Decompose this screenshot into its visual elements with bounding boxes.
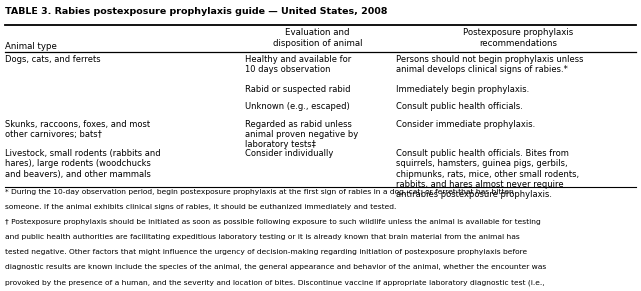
Text: Consult public health officials. Bites from
squirrels, hamsters, guinea pigs, ge: Consult public health officials. Bites f… xyxy=(396,149,579,199)
Text: Animal type: Animal type xyxy=(5,42,57,51)
Text: † Postexposure prophylaxis should be initiated as soon as possible following exp: † Postexposure prophylaxis should be ini… xyxy=(5,219,541,225)
Text: Consult public health officials.: Consult public health officials. xyxy=(396,102,523,111)
Text: Evaluation and
disposition of animal: Evaluation and disposition of animal xyxy=(272,28,362,48)
Text: someone. If the animal exhibits clinical signs of rabies, it should be euthanize: someone. If the animal exhibits clinical… xyxy=(5,204,397,210)
Text: Skunks, raccoons, foxes, and most
other carnivores; bats†: Skunks, raccoons, foxes, and most other … xyxy=(5,120,150,139)
Text: Consider individually: Consider individually xyxy=(245,149,333,158)
Text: Rabid or suspected rabid: Rabid or suspected rabid xyxy=(245,85,351,94)
Text: Immediately begin prophylaxis.: Immediately begin prophylaxis. xyxy=(396,85,529,94)
Text: TABLE 3. Rabies postexposure prophylaxis guide — United States, 2008: TABLE 3. Rabies postexposure prophylaxis… xyxy=(5,7,388,16)
Text: Dogs, cats, and ferrets: Dogs, cats, and ferrets xyxy=(5,55,101,64)
Text: Unknown (e.g., escaped): Unknown (e.g., escaped) xyxy=(245,102,349,111)
Text: Healthy and available for
10 days observation: Healthy and available for 10 days observ… xyxy=(245,55,351,74)
Text: and public health authorities are facilitating expeditious laboratory testing or: and public health authorities are facili… xyxy=(5,234,520,240)
Text: Regarded as rabid unless
animal proven negative by
laboratory tests‡: Regarded as rabid unless animal proven n… xyxy=(245,120,358,149)
Text: Postexposure prophylaxis
recommendations: Postexposure prophylaxis recommendations xyxy=(463,28,573,48)
Text: * During the 10-day observation period, begin postexposure prophylaxis at the fi: * During the 10-day observation period, … xyxy=(5,189,514,195)
Text: Livestock, small rodents (rabbits and
hares), large rodents (woodchucks
and beav: Livestock, small rodents (rabbits and ha… xyxy=(5,149,161,178)
Text: provoked by the presence of a human, and the severity and location of bites. Dis: provoked by the presence of a human, and… xyxy=(5,279,545,286)
Text: diagnostic results are known include the species of the animal, the general appe: diagnostic results are known include the… xyxy=(5,264,546,270)
Text: tested negative. Other factors that might influence the urgency of decision-maki: tested negative. Other factors that migh… xyxy=(5,249,528,255)
Text: Consider immediate prophylaxis.: Consider immediate prophylaxis. xyxy=(396,120,535,129)
Text: Persons should not begin prophylaxis unless
animal develops clinical signs of ra: Persons should not begin prophylaxis unl… xyxy=(396,55,584,74)
